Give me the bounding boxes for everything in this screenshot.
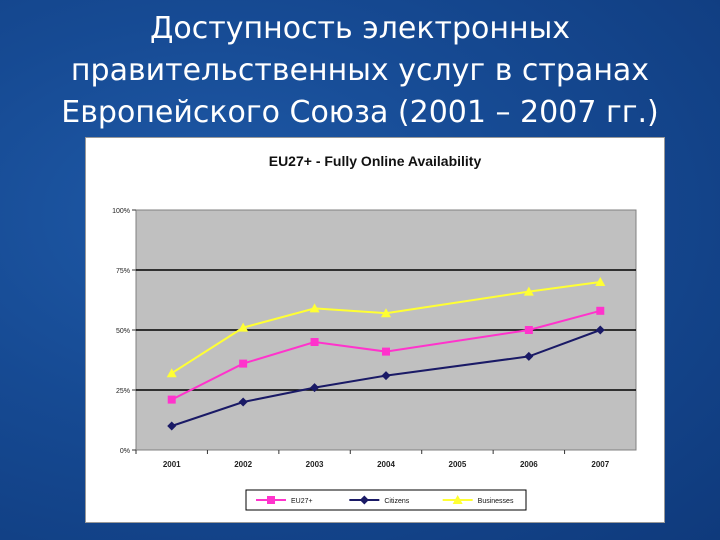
data-point <box>595 277 606 286</box>
data-point <box>523 286 534 296</box>
data-point <box>238 322 249 332</box>
x-tick-label: 2003 <box>306 460 324 469</box>
legend-marker <box>267 496 275 504</box>
data-point <box>596 306 605 315</box>
data-point <box>524 351 534 361</box>
y-tick-label: 100% <box>112 208 130 215</box>
legend-box <box>245 489 527 511</box>
y-tick-label: 0% <box>120 448 130 455</box>
x-tick-label: 2006 <box>520 460 538 469</box>
data-point <box>238 397 248 407</box>
legend-marker <box>452 495 463 504</box>
data-point <box>595 325 605 335</box>
slide-title-line-2: правительственных услуг в странах <box>70 53 650 88</box>
series-line-2 <box>171 329 601 427</box>
slide-title-line-1: Доступность электронных <box>149 11 571 46</box>
x-tick-label: 2001 <box>163 460 181 469</box>
data-point <box>310 338 319 346</box>
legend-label: Citizens <box>384 498 409 505</box>
x-tick-label: 2002 <box>234 460 252 469</box>
x-tick-label: 2005 <box>449 460 467 469</box>
data-point <box>381 308 391 318</box>
series-line-1 <box>171 309 601 401</box>
data-point <box>309 303 320 313</box>
data-point <box>382 347 390 356</box>
data-point <box>381 371 391 381</box>
slide-title-line-3: Европейского Союза (2001 – 2007 гг.) <box>61 95 659 130</box>
series-line-3 <box>171 281 601 375</box>
x-tick-label: 2007 <box>591 460 609 469</box>
legend-label: EU27+ <box>291 498 313 505</box>
legend-label: Businesses <box>478 498 514 505</box>
data-point <box>310 383 320 393</box>
data-point <box>167 421 177 431</box>
legend-marker <box>359 495 369 505</box>
data-point <box>239 359 248 368</box>
y-tick-label: 25% <box>116 388 130 395</box>
data-point <box>524 326 533 334</box>
y-tick-label: 75% <box>116 268 130 275</box>
data-point <box>166 368 177 378</box>
slide-title: Доступность электронных правительственны… <box>20 8 700 134</box>
y-tick-label: 50% <box>116 328 130 335</box>
x-tick-label: 2004 <box>377 460 395 469</box>
data-point <box>167 395 176 404</box>
chart-card: EU27+ - Fully Online Availability 0% 25% 5… <box>85 137 665 523</box>
line-chart: EU27+ - Fully Online Availability 0% 25% 5… <box>112 153 637 511</box>
chart-title: EU27+ - Fully Online Availability <box>269 153 482 169</box>
